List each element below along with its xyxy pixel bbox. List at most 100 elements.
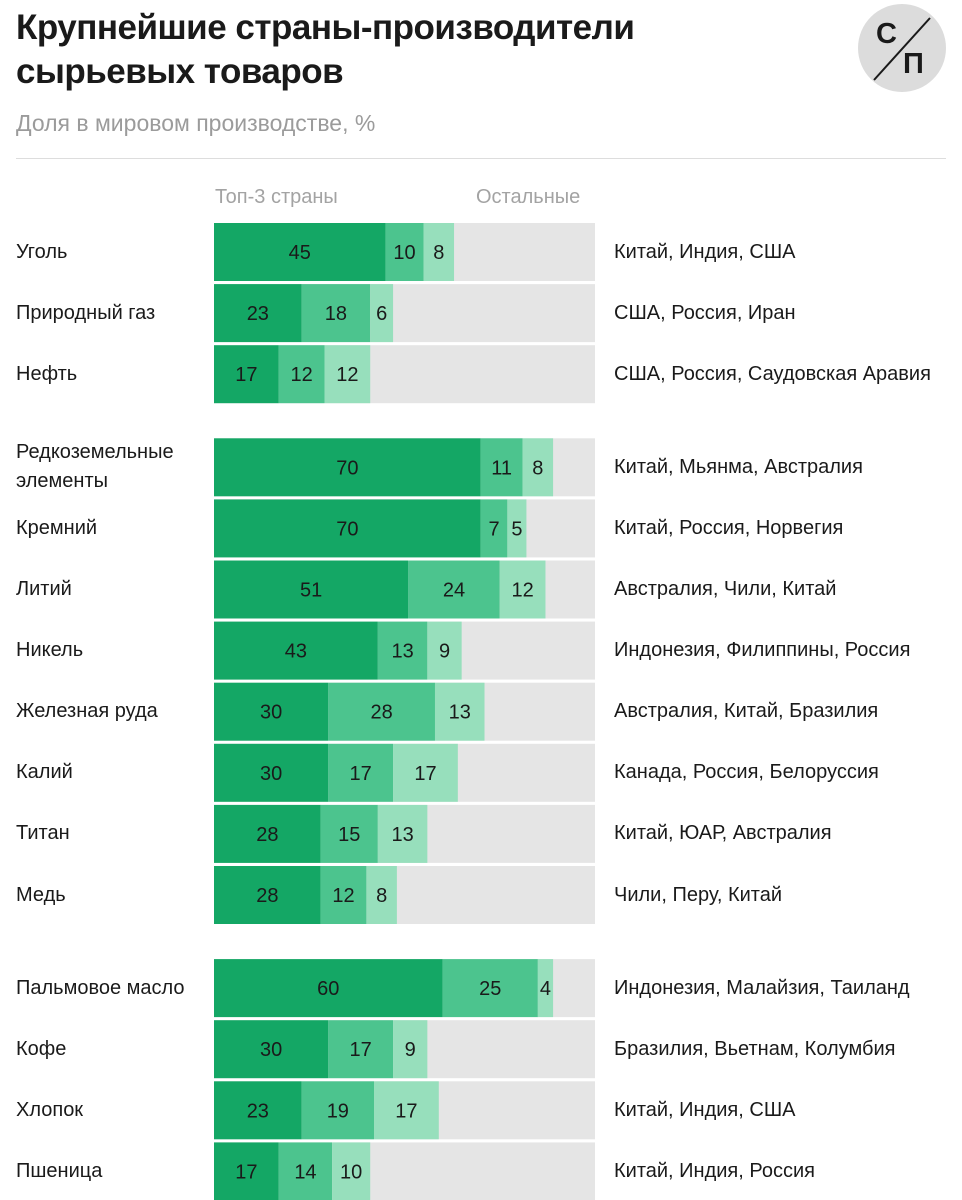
legend-rest-label: Остальные	[476, 186, 581, 208]
bar-segment-2	[442, 959, 538, 1018]
top-countries-label: США, Россия, Саудовская Аравия	[614, 362, 931, 385]
bar-segment-1	[214, 682, 329, 741]
bar-segment-2	[301, 1081, 375, 1140]
chart-title: Крупнейшие страны-производители сырьевых…	[16, 8, 635, 91]
bar-segment-1	[214, 804, 321, 863]
category-label: Литий	[16, 578, 72, 600]
bar-value-label: 17	[235, 1161, 257, 1183]
bar-value-label: 60	[317, 978, 339, 1000]
category-label: Кремний	[16, 516, 98, 539]
bar-segment-3	[507, 499, 527, 558]
bar-value-label: 17	[235, 364, 257, 386]
bar-value-label: 28	[256, 885, 278, 907]
bar-segment-1	[214, 499, 481, 558]
bar-segment-1	[214, 1081, 302, 1140]
bar-segment-1	[214, 560, 409, 619]
category-label: Редкоземельные элементы	[16, 441, 174, 493]
bar-value-label: 12	[291, 364, 313, 386]
bar-value-label: 17	[414, 763, 436, 785]
top-countries-label: Австралия, Китай, Бразилия	[614, 700, 879, 723]
bar-value-label: 10	[340, 1161, 362, 1183]
top-countries-label: Австралия, Чили, Китай	[614, 578, 837, 600]
sp-logo: С П	[858, 4, 946, 92]
bar-segment-2	[328, 743, 394, 802]
bar-segment-2	[320, 866, 367, 924]
category-label: Пшеница	[16, 1159, 103, 1182]
logo-slash-icon	[873, 17, 931, 81]
bar-value-label: 28	[371, 702, 393, 724]
bar-value-label: 43	[285, 641, 307, 663]
bar-segment-3	[377, 804, 428, 863]
bar-segment-1	[214, 743, 329, 802]
top-countries-label: Бразилия, Вьетнам, Колумбия	[614, 1037, 896, 1060]
bar-value-label: 23	[247, 303, 269, 325]
bar-value-label: 7	[488, 518, 499, 540]
category-label: Кофе	[16, 1037, 67, 1060]
bar-segment-2	[408, 560, 500, 619]
header-divider	[16, 158, 946, 159]
bar-segment-1	[214, 284, 302, 343]
chart-subtitle: Доля в мировом производстве, %	[16, 110, 376, 136]
bar-segment-1	[214, 621, 378, 680]
bar-segment-3	[427, 621, 462, 680]
bar-value-label: 14	[294, 1161, 316, 1183]
bar-value-label: 8	[532, 457, 543, 479]
bar-value-label: 23	[247, 1100, 269, 1122]
bar-value-label: 70	[336, 518, 358, 540]
bar-segment-3	[423, 223, 455, 281]
top-countries-label: Канада, Россия, Белоруссия	[614, 761, 879, 784]
top-countries-label: США, Россия, Иран	[614, 301, 796, 324]
top-countries-label: Китай, Индия, США	[614, 240, 796, 263]
bar-value-label: 17	[350, 1039, 372, 1061]
bar-segment-3	[434, 682, 485, 741]
category-label: Железная руда	[16, 700, 158, 723]
bar-value-label: 19	[327, 1100, 349, 1122]
bar-value-label: 24	[443, 580, 465, 602]
bar-segment-1	[214, 1142, 279, 1200]
top-countries-label: Китай, ЮАР, Австралия	[614, 822, 832, 845]
bar-segment-1	[214, 345, 279, 404]
bar-segment-2	[278, 345, 325, 404]
category-label: Титан	[16, 822, 70, 845]
bar-value-label: 9	[405, 1039, 416, 1061]
bar-value-label: 70	[336, 457, 358, 479]
bar-value-label: 12	[336, 364, 358, 386]
category-label: Нефть	[16, 362, 78, 385]
bar-segment-3	[499, 560, 546, 619]
bar-segment-1	[214, 959, 443, 1018]
category-label: Никель	[16, 639, 84, 662]
bar-value-label: 17	[350, 763, 372, 785]
bar-value-label: 13	[391, 824, 413, 846]
bar-value-label: 30	[260, 763, 282, 785]
bar-segment-2	[320, 804, 378, 863]
bar-value-label: 28	[256, 824, 278, 846]
bar-segment-1	[214, 438, 481, 497]
bar-segment-1	[214, 223, 386, 281]
bar-value-label: 12	[332, 885, 354, 907]
bar-value-label: 10	[393, 242, 415, 264]
category-label: Хлопок	[16, 1098, 84, 1121]
logo-letter-bottom: П	[903, 48, 924, 80]
top-countries-label: Китай, Индия, Россия	[614, 1159, 815, 1182]
bar-value-label: 11	[491, 457, 512, 479]
bar-segment-3	[366, 866, 397, 924]
bar-segment-3	[537, 959, 554, 1018]
bar-segment-3	[332, 1142, 371, 1200]
bar-segment-1	[214, 866, 321, 924]
top-countries-label: Китай, Мьянма, Австралия	[614, 455, 863, 478]
bar-value-label: 18	[325, 303, 347, 325]
bar-value-label: 9	[439, 641, 450, 663]
top-countries-label: Китай, Индия, США	[614, 1098, 796, 1121]
top-countries-label: Чили, Перу, Китай	[614, 883, 783, 906]
bar-segment-2	[385, 223, 424, 281]
category-label: Пальмовое масло	[16, 976, 185, 999]
bar-segment-2	[328, 1020, 394, 1079]
bar-value-label: 5	[511, 518, 522, 540]
bar-segment-3	[393, 1020, 428, 1079]
bar-value-label: 45	[289, 242, 311, 264]
bar-segment-2	[480, 499, 508, 558]
top-countries-label: Индонезия, Малайзия, Таиланд	[614, 976, 910, 999]
bar-value-label: 6	[376, 303, 387, 325]
bar-value-label: 51	[300, 580, 322, 602]
